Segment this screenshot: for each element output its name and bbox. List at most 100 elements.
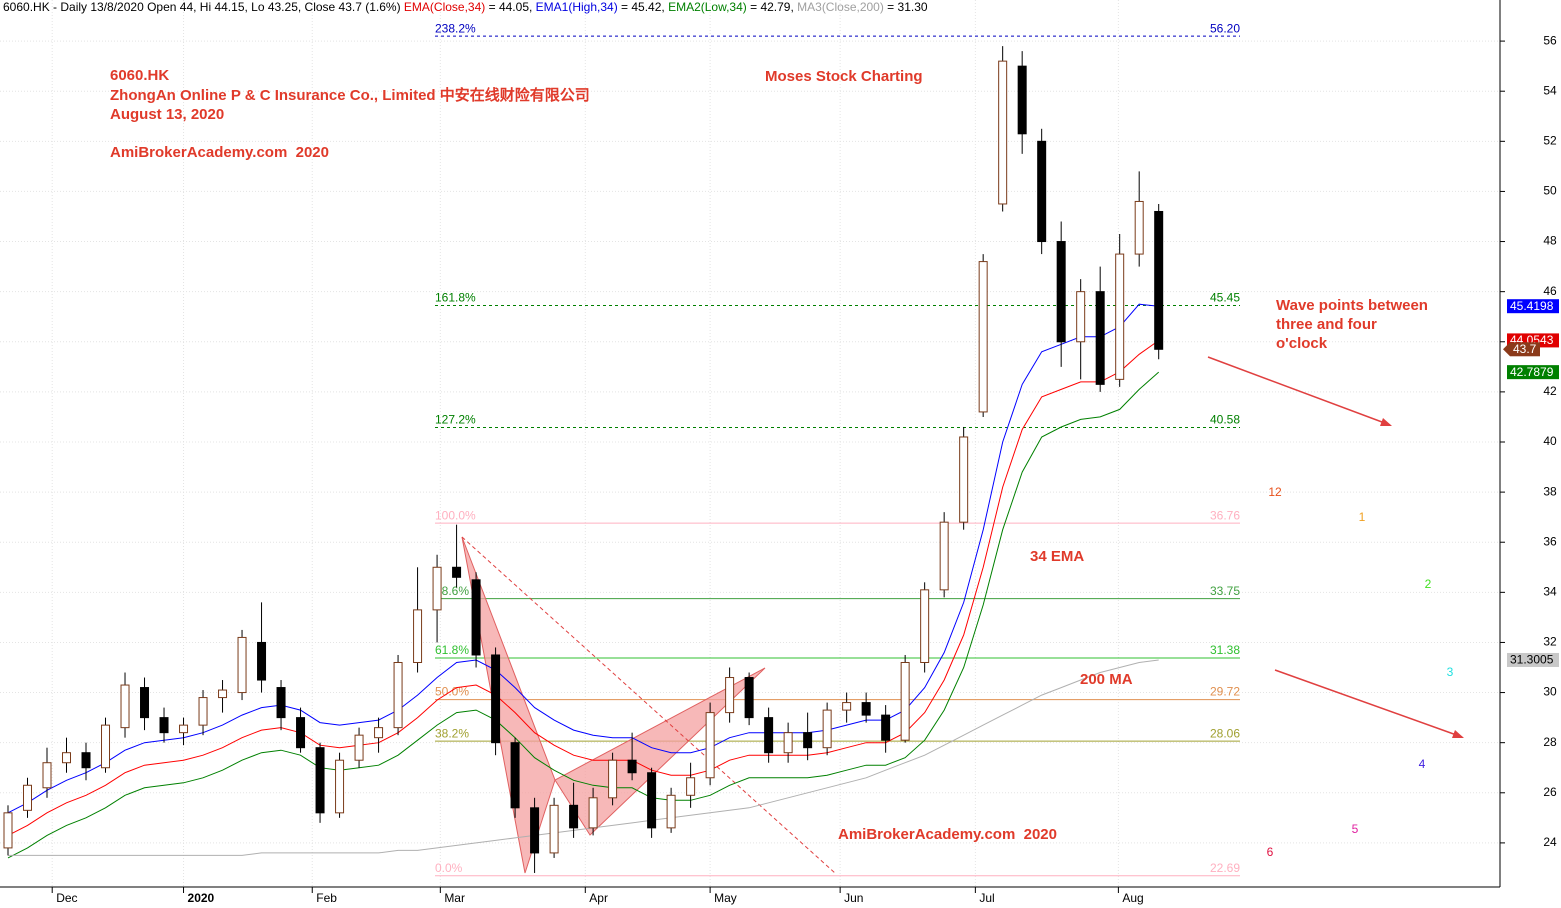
annotation: Moses Stock Charting bbox=[765, 68, 923, 85]
candle-body bbox=[3, 812, 13, 849]
header-part: EMA2(Low,34) bbox=[668, 0, 747, 14]
arrows bbox=[1207, 356, 1464, 738]
candle-body bbox=[1056, 241, 1066, 343]
candle-body bbox=[783, 732, 793, 754]
x-tick-label: Jul bbox=[979, 891, 994, 905]
price-tag bbox=[1510, 342, 1540, 357]
x-tick-label: Dec bbox=[56, 891, 77, 905]
x-tick-label: Apr bbox=[589, 891, 608, 905]
ma-line bbox=[7, 371, 1160, 859]
arrow bbox=[1274, 669, 1463, 738]
fib-price-label: 33.75 bbox=[1210, 584, 1240, 598]
clock-digit: 6 bbox=[1267, 845, 1274, 859]
annotation: 34 EMA bbox=[1030, 548, 1084, 565]
x-tick-label: May bbox=[714, 891, 737, 905]
candle-body bbox=[179, 724, 189, 734]
candle-body bbox=[1037, 140, 1047, 243]
y-tick-label: 54 bbox=[1543, 83, 1557, 97]
candle-body bbox=[998, 60, 1008, 205]
price-tag-pointer bbox=[1503, 342, 1510, 357]
fib-label: 127.2% bbox=[435, 413, 476, 427]
fib-price-label: 29.72 bbox=[1210, 685, 1240, 699]
candle-body bbox=[218, 689, 228, 699]
candle-body bbox=[22, 784, 32, 811]
y-tick-label: 40 bbox=[1543, 434, 1557, 448]
candle-body bbox=[842, 702, 852, 711]
annotation: August 13, 2020 bbox=[110, 106, 224, 123]
candle-body bbox=[647, 772, 657, 829]
fib-label: 238.2% bbox=[435, 21, 476, 35]
candle-body bbox=[959, 436, 969, 523]
x-tick-label: Jun bbox=[844, 891, 863, 905]
clock-digit: 1 bbox=[1359, 510, 1366, 524]
candle-body bbox=[140, 687, 150, 719]
clock-digit: 3 bbox=[1447, 665, 1454, 679]
header-part: = 44.05, bbox=[485, 0, 535, 14]
annotation: three and four bbox=[1276, 316, 1377, 333]
arrow bbox=[1207, 356, 1391, 426]
y-tick-label: 42 bbox=[1543, 384, 1557, 398]
price-tag-label: 31.3005 bbox=[1510, 653, 1554, 667]
candle-body bbox=[354, 734, 364, 761]
candle-body bbox=[159, 717, 169, 734]
candle-body bbox=[42, 762, 52, 789]
fib-price-label: 22.69 bbox=[1210, 861, 1240, 875]
y-tick-label: 38 bbox=[1543, 484, 1557, 498]
price-tag bbox=[1507, 652, 1559, 667]
candle-body bbox=[276, 687, 286, 719]
candle-body bbox=[686, 777, 696, 796]
candle-body bbox=[725, 677, 735, 714]
annotation: 6060.HK bbox=[110, 67, 169, 84]
price-tag bbox=[1507, 299, 1559, 314]
candle-body bbox=[822, 709, 832, 749]
fib-label: 100.0% bbox=[435, 508, 476, 522]
y-tick-label: 34 bbox=[1543, 585, 1557, 599]
candle-body bbox=[881, 714, 891, 741]
fib-price-label: 45.45 bbox=[1210, 291, 1240, 305]
price-tag-label: 43.7 bbox=[1513, 342, 1537, 356]
arrow-head bbox=[1380, 418, 1392, 426]
fib-label: 0.0% bbox=[435, 861, 463, 875]
candle-body bbox=[549, 804, 559, 854]
candle-body bbox=[120, 684, 130, 729]
x-tick-label: Mar bbox=[444, 891, 465, 905]
y-tick-label: 30 bbox=[1543, 685, 1557, 699]
y-tick-label: 46 bbox=[1543, 284, 1557, 298]
y-tick-label: 50 bbox=[1543, 184, 1557, 198]
candle-body bbox=[627, 759, 637, 774]
candle-body bbox=[530, 807, 540, 854]
candle-body bbox=[198, 697, 208, 726]
annotation: AmiBrokerAcademy.com 2020 bbox=[110, 144, 329, 161]
arrow-head bbox=[1452, 730, 1464, 738]
annotation: AmiBrokerAcademy.com 2020 bbox=[838, 826, 1057, 843]
ma-line bbox=[8, 659, 1159, 856]
candle-body bbox=[62, 752, 72, 764]
y-tick-label: 28 bbox=[1543, 735, 1557, 749]
annotation: 200 MA bbox=[1080, 671, 1133, 688]
candle-body bbox=[1134, 200, 1144, 255]
header-part: EMA1(High,34) bbox=[536, 0, 618, 14]
clock-digit: 5 bbox=[1352, 822, 1359, 836]
fib-label: 50.0% bbox=[435, 685, 469, 699]
y-tick-label: 32 bbox=[1543, 635, 1557, 649]
annotation: o'clock bbox=[1276, 335, 1328, 352]
header-part: EMA(Close,34) bbox=[404, 0, 485, 14]
fib-price-label: 31.38 bbox=[1210, 643, 1240, 657]
candle-body bbox=[237, 636, 247, 694]
candle-body bbox=[803, 732, 813, 749]
y-tick-label: 52 bbox=[1543, 133, 1557, 147]
candle-body bbox=[393, 661, 403, 729]
candle-body bbox=[315, 747, 325, 814]
candle-body bbox=[744, 677, 754, 719]
candle-body bbox=[452, 566, 462, 578]
candle-body bbox=[413, 609, 423, 663]
candle-body bbox=[296, 717, 306, 749]
candle-body bbox=[335, 759, 345, 814]
header-part: 6060.HK - Daily 13/8/2020 Open 44, Hi 44… bbox=[3, 0, 404, 14]
candle-body bbox=[471, 579, 481, 656]
y-tick-label: 36 bbox=[1543, 534, 1557, 548]
candle-body bbox=[510, 742, 520, 809]
candle-body bbox=[1095, 291, 1105, 385]
y-tick-label: 24 bbox=[1543, 835, 1557, 849]
candle-body bbox=[81, 752, 91, 769]
